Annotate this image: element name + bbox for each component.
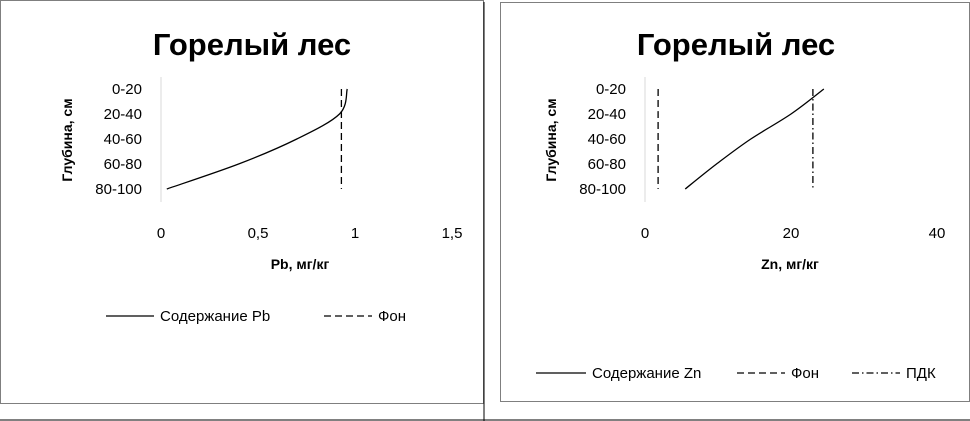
x-tick-label: 1,5 [442, 225, 463, 242]
legend-label: Фон [791, 365, 819, 382]
legend-label: Фон [378, 308, 406, 325]
y-tick-label: 0-20 [596, 81, 626, 98]
x-tick-label: 0 [157, 225, 165, 242]
y-tick-label: 60-80 [104, 156, 142, 173]
chart-panel-pb: Горелый лес Глубина, см Pb, мг/кг 0-20 20… [0, 0, 484, 404]
y-tick-label: 40-60 [588, 131, 626, 148]
y-tick-label: 20-40 [588, 106, 626, 123]
y-tick-label: 0-20 [112, 81, 142, 98]
x-tick-label: 0 [641, 225, 649, 242]
x-axis-label: Pb, мг/кг [271, 256, 330, 272]
chart-panel-zn: Горелый лес Глубина, см Zn, мг/кг 0-20 20… [500, 2, 970, 402]
series-line [166, 88, 348, 190]
y-tick-label: 80-100 [95, 181, 142, 198]
legend-label: ПДК [906, 365, 936, 382]
y-tick-label: 40-60 [104, 131, 142, 148]
legend-label: Содержание Zn [592, 365, 701, 382]
y-tick-label: 20-40 [104, 106, 142, 123]
x-tick-label: 0,5 [248, 225, 269, 242]
y-axis-label: Глубина, см [59, 98, 75, 181]
legend-label: Содержание Pb [160, 308, 270, 325]
chart-title: Горелый лес [637, 27, 835, 62]
y-axis-label: Глубина, см [543, 98, 559, 181]
y-tick-label: 60-80 [588, 156, 626, 173]
x-tick-label: 20 [783, 225, 800, 242]
chart-zn: Горелый лес Глубина, см Zn, мг/кг 0-20 20… [536, 27, 946, 382]
x-tick-label: 1 [351, 225, 359, 242]
y-tick-label: 80-100 [579, 181, 626, 198]
chart-pb: Горелый лес Глубина, см Pb, мг/кг 0-20 20… [59, 27, 463, 325]
x-tick-label: 40 [929, 225, 946, 242]
series-line [684, 88, 825, 190]
chart-title: Горелый лес [153, 27, 351, 62]
x-axis-label: Zn, мг/кг [761, 256, 819, 272]
